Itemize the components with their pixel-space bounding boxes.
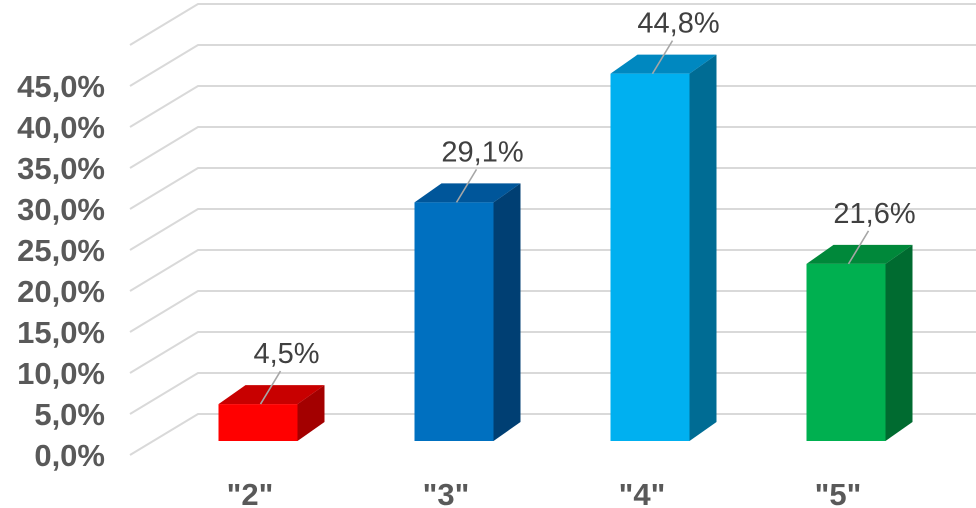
gridline bbox=[129, 167, 976, 210]
gridline bbox=[129, 249, 976, 292]
gridline bbox=[129, 290, 976, 333]
bar bbox=[414, 183, 521, 441]
bar bbox=[806, 244, 913, 441]
gridline bbox=[129, 208, 976, 251]
y-tick-label: 25,0% bbox=[17, 233, 105, 268]
bars bbox=[218, 54, 913, 441]
gridline bbox=[129, 3, 976, 46]
y-tick-label: 10,0% bbox=[17, 356, 105, 391]
y-tick-label: 45,0% bbox=[17, 69, 105, 104]
gridlines bbox=[129, 3, 976, 456]
gridline bbox=[129, 331, 976, 374]
data-label-leader bbox=[847, 230, 870, 265]
bar-side-face bbox=[885, 244, 913, 441]
y-tick-label: 40,0% bbox=[17, 110, 105, 145]
bar-front-face bbox=[610, 73, 690, 441]
data-label: 4,5% bbox=[253, 338, 319, 370]
bar-top-face bbox=[610, 54, 717, 74]
data-labels: 4,5% 29,1% 44,8% 21,6% bbox=[253, 8, 916, 405]
x-tick-label: "2" bbox=[227, 477, 274, 508]
bar-top-face bbox=[806, 244, 913, 264]
x-tick-label: "5" bbox=[815, 477, 862, 508]
y-tick-label: 0,0% bbox=[34, 438, 105, 473]
x-tick-label: "3" bbox=[423, 477, 470, 508]
bar-front-face bbox=[806, 263, 886, 441]
x-tick-label: "4" bbox=[619, 477, 666, 508]
gridline bbox=[129, 372, 976, 415]
data-label-leader bbox=[259, 370, 282, 405]
bar-top-face bbox=[414, 183, 521, 203]
y-tick-label: 5,0% bbox=[34, 397, 105, 432]
y-tick-label: 15,0% bbox=[17, 315, 105, 350]
y-tick-label: 20,0% bbox=[17, 274, 105, 309]
data-label-leader bbox=[455, 168, 478, 203]
gridline bbox=[129, 413, 976, 456]
y-tick-label: 30,0% bbox=[17, 192, 105, 227]
bar-front-face bbox=[218, 404, 298, 441]
bar-front-face bbox=[414, 202, 494, 441]
data-label: 44,8% bbox=[637, 8, 719, 40]
data-label-leader bbox=[651, 40, 674, 75]
gridline bbox=[129, 126, 976, 169]
bar-side-face bbox=[689, 54, 717, 441]
y-axis-tick-labels: 0,0% 5,0% 10,0% 15,0% 20,0% 25,0% 30,0% 35,0% 40… bbox=[17, 69, 105, 473]
bar bbox=[610, 54, 717, 441]
gridline bbox=[129, 44, 976, 87]
data-label: 21,6% bbox=[833, 198, 915, 230]
bar-side-face bbox=[297, 385, 325, 441]
data-label: 29,1% bbox=[441, 136, 523, 168]
x-axis-tick-labels: "2" "3" "4" "5" bbox=[227, 477, 862, 508]
bar-top-face bbox=[218, 385, 325, 405]
y-tick-label: 35,0% bbox=[17, 151, 105, 186]
bar bbox=[218, 385, 325, 441]
bar-side-face bbox=[493, 183, 521, 441]
gridline bbox=[129, 85, 976, 128]
